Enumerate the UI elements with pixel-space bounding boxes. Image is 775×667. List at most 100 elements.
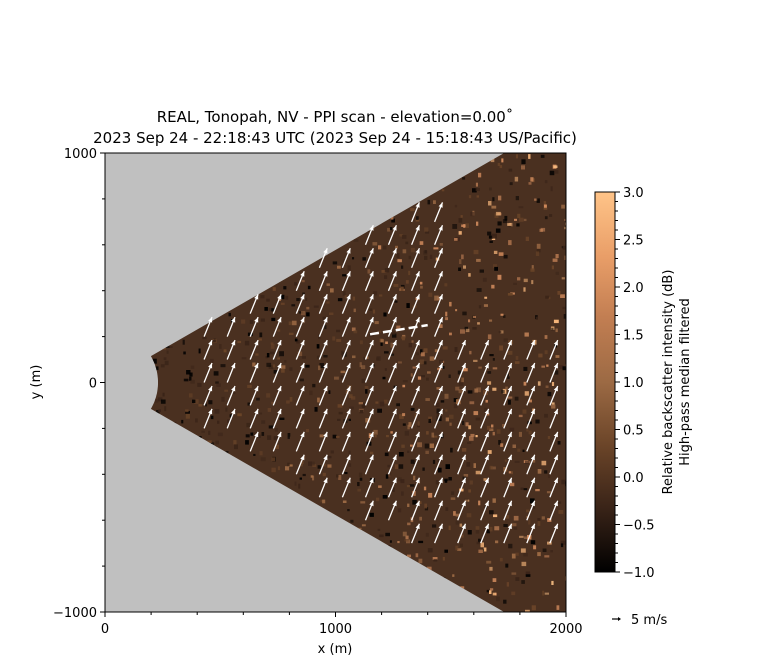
speckle <box>464 498 469 502</box>
speckle <box>348 463 352 467</box>
speckle <box>547 474 551 479</box>
speckle <box>558 510 564 514</box>
speckle <box>181 419 184 424</box>
speckle <box>458 382 464 386</box>
wind-vector-head <box>438 386 443 392</box>
speckle <box>448 525 451 531</box>
speckle <box>500 330 504 334</box>
speckle <box>401 265 404 269</box>
speckle <box>486 589 490 593</box>
speckle <box>508 543 513 549</box>
speckle <box>422 467 425 471</box>
speckle <box>492 367 498 370</box>
speckle <box>452 574 455 577</box>
speckle <box>547 436 551 440</box>
speckle <box>364 386 369 389</box>
speckle <box>422 361 427 365</box>
speckle <box>551 402 555 405</box>
speckle <box>518 431 522 437</box>
wind-vector-head <box>530 431 535 438</box>
speckle <box>338 411 343 415</box>
speckle <box>463 474 469 477</box>
speckle <box>234 444 238 450</box>
speckle <box>541 365 545 368</box>
speckle <box>475 188 480 191</box>
speckle <box>266 353 270 358</box>
speckle <box>348 418 351 421</box>
speckle <box>390 342 394 348</box>
speckle <box>195 418 198 423</box>
speckle <box>538 353 543 358</box>
speckle <box>568 589 571 594</box>
speckle <box>328 390 331 394</box>
speckle <box>198 403 203 407</box>
speckle <box>280 294 285 300</box>
speckle <box>369 512 374 517</box>
speckle <box>551 382 555 386</box>
wind-vector-head <box>530 408 535 415</box>
speckle <box>478 500 481 506</box>
speckle <box>277 329 281 332</box>
speckle <box>347 265 351 271</box>
colorbar-tick-label: 1.0 <box>623 376 644 391</box>
speckle <box>536 243 541 249</box>
speckle <box>323 464 326 467</box>
speckle <box>514 176 519 182</box>
speckle <box>458 389 463 394</box>
speckle <box>323 355 328 358</box>
speckle <box>382 495 388 499</box>
speckle <box>332 261 338 265</box>
speckle <box>467 530 472 535</box>
wind-vector-head <box>208 408 213 415</box>
speckle <box>412 499 417 505</box>
speckle <box>444 479 448 483</box>
speckle <box>379 534 384 538</box>
wind-vector-head <box>530 454 535 461</box>
speckle <box>433 247 439 250</box>
speckle <box>537 381 541 386</box>
wind-vector-head <box>415 523 420 530</box>
speckle <box>445 464 450 469</box>
colorbar-tick-label: −0.5 <box>623 519 655 534</box>
wind-vector-head <box>231 340 236 346</box>
speckle <box>351 327 356 332</box>
speckle <box>423 348 428 353</box>
wind-vector-head <box>300 363 305 369</box>
speckle <box>417 425 420 428</box>
speckle <box>433 200 436 204</box>
chart-title-line1: REAL, Tonopah, NV - PPI scan - elevation… <box>157 108 514 126</box>
wind-vector-head <box>369 500 374 507</box>
speckle <box>454 204 458 208</box>
speckle <box>476 258 481 262</box>
speckle <box>164 360 169 366</box>
wind-vector-head <box>346 408 351 415</box>
wind-vector-head <box>438 477 443 484</box>
speckle <box>154 398 159 403</box>
speckle <box>419 359 425 365</box>
speckle <box>320 365 325 368</box>
speckle <box>327 455 332 459</box>
speckle <box>164 406 167 412</box>
speckle <box>544 555 550 558</box>
speckle <box>224 389 228 392</box>
speckle <box>427 199 431 205</box>
speckle <box>498 195 502 201</box>
speckle <box>197 382 201 387</box>
speckle <box>560 294 565 298</box>
chart-title-line2: 2023 Sep 24 - 22:18:43 UTC (2023 Sep 24 … <box>93 129 577 147</box>
wind-vector-head <box>461 454 466 461</box>
speckle <box>530 177 534 182</box>
speckle <box>537 520 541 526</box>
wind-vector-head <box>277 340 282 346</box>
speckle <box>299 378 304 382</box>
speckle <box>380 339 384 343</box>
wind-vector-head <box>346 340 351 346</box>
speckle <box>536 248 541 253</box>
wind-vector-head <box>553 386 558 392</box>
speckle <box>399 414 404 419</box>
speckle <box>268 365 274 369</box>
speckle <box>458 231 462 235</box>
speckle <box>350 519 354 523</box>
speckle <box>417 442 422 448</box>
speckle <box>244 340 250 346</box>
